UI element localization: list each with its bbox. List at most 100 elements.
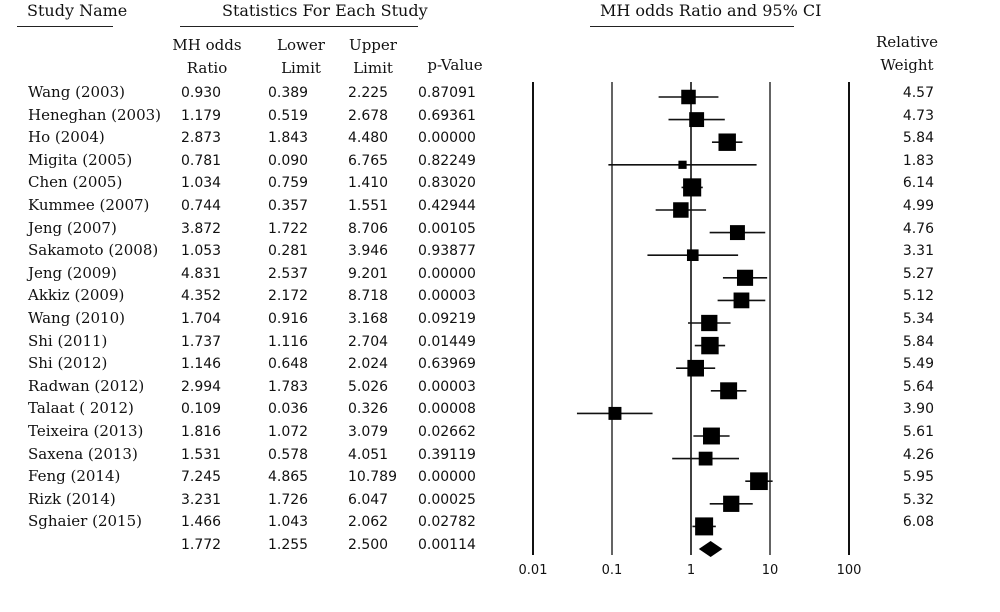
lower-value: 1.722 — [268, 220, 309, 237]
weight-value: 4.57 — [902, 85, 934, 101]
effect-square — [701, 336, 719, 355]
or-value: 2.994 — [181, 378, 222, 395]
upper-value: 8.706 — [348, 220, 389, 237]
effect-square — [723, 495, 740, 512]
effect-square — [608, 406, 622, 420]
lower-value: 4.865 — [268, 469, 309, 486]
effect-square — [683, 178, 702, 197]
weight-value: 6.08 — [902, 514, 934, 531]
upper-value: 2.704 — [348, 333, 389, 350]
upper-value: 8.718 — [348, 288, 389, 305]
upper-value: 3.079 — [348, 424, 389, 440]
weight-value: 4.26 — [902, 446, 934, 463]
study-name: Wang (2003) — [28, 83, 125, 101]
study-name: Teixeira (2013) — [28, 422, 144, 440]
or-value: 1.466 — [181, 514, 222, 531]
upper-header-line2: Limit — [353, 59, 393, 77]
lower-header-line2: Limit — [281, 59, 321, 77]
pooled-lower-value: 1.255 — [268, 537, 309, 553]
p-value: 0.01449 — [418, 333, 476, 350]
p-value: 0.39119 — [418, 446, 476, 463]
weight-value: 6.14 — [902, 175, 934, 192]
effect-square — [687, 359, 704, 377]
study-name: Saxena (2013) — [28, 444, 138, 463]
study-name: Migita (2005) — [28, 150, 133, 169]
or-column-header: MH odds Ratio — [170, 34, 244, 80]
weight-value: 5.27 — [902, 265, 934, 282]
weight-value: 1.83 — [902, 152, 934, 169]
weight-value: 4.99 — [902, 198, 934, 214]
or-value: 1.034 — [181, 175, 222, 192]
study-name: Talaat ( 2012) — [28, 399, 134, 418]
p-value-column-header: p-Value — [427, 56, 483, 74]
study-name: Ho (2004) — [28, 128, 105, 147]
study-name: Jeng (2009) — [28, 263, 117, 282]
effect-square — [698, 451, 713, 466]
forest-tick-labels: 0.01 0.1 1 10 100 — [519, 563, 862, 578]
or-value: 0.930 — [181, 85, 222, 101]
forest-marks — [576, 89, 773, 557]
upper-value: 6.765 — [348, 152, 389, 169]
lower-value: 0.759 — [268, 175, 309, 192]
weight-header-line2: Weight — [880, 56, 934, 74]
upper-value: 2.024 — [348, 356, 389, 373]
p-value: 0.42944 — [418, 198, 476, 214]
upper-value: 5.026 — [348, 378, 389, 395]
p-value: 0.63969 — [418, 356, 476, 373]
lower-value: 1.043 — [268, 514, 309, 531]
study-name: Shi (2012) — [28, 354, 108, 373]
p-value: 0.00003 — [418, 288, 476, 305]
forest-axes — [532, 82, 850, 555]
study-name: Sakamoto (2008) — [28, 241, 159, 260]
weight-value: 4.76 — [902, 220, 934, 237]
or-value: 3.231 — [181, 491, 222, 508]
or-value: 2.873 — [181, 130, 222, 147]
study-name: Akkiz (2009) — [28, 286, 125, 305]
p-value: 0.02662 — [418, 424, 476, 440]
upper-value: 4.051 — [348, 446, 389, 463]
weight-value: 5.49 — [902, 356, 934, 373]
upper-value: 3.168 — [348, 311, 389, 327]
upper-value: 6.047 — [348, 491, 389, 508]
study-name: Sghaier (2015) — [28, 512, 142, 531]
study-name: Feng (2014) — [28, 467, 121, 486]
upper-column-header: Upper Limit — [340, 34, 406, 80]
tick-label-100: 100 — [837, 563, 862, 578]
or-value: 0.744 — [181, 198, 222, 214]
upper-value: 3.946 — [348, 243, 389, 260]
or-value: 1.737 — [181, 333, 222, 350]
p-value: 0.00105 — [418, 220, 476, 237]
weight-value: 5.84 — [902, 333, 934, 350]
effect-square — [701, 314, 718, 332]
upper-value: 2.225 — [348, 85, 389, 101]
effect-square — [689, 112, 705, 128]
lower-value: 1.726 — [268, 491, 309, 508]
weight-value: 3.90 — [902, 401, 934, 418]
effect-square — [673, 202, 689, 218]
effect-square — [736, 269, 754, 286]
study-name-underline — [17, 26, 113, 27]
weight-value: 5.84 — [902, 130, 934, 147]
study-name: Jeng (2007) — [28, 218, 117, 237]
upper-value: 10.789 — [348, 469, 397, 486]
effect-square — [686, 249, 699, 262]
upper-value: 1.410 — [348, 175, 389, 192]
upper-value: 4.480 — [348, 130, 389, 147]
tick-label-1: 1 — [687, 563, 695, 578]
or-value: 0.109 — [181, 401, 222, 418]
study-name: Chen (2005) — [28, 173, 123, 192]
or-value: 7.245 — [181, 469, 222, 486]
weight-value: 5.64 — [902, 378, 934, 395]
lower-value: 0.916 — [268, 311, 309, 327]
effect-square — [718, 133, 736, 151]
pooled-upper-value: 2.500 — [348, 537, 389, 553]
weight-column-header: Relative Weight — [862, 31, 952, 77]
p-value: 0.00025 — [418, 491, 476, 508]
or-value: 1.179 — [181, 107, 222, 124]
study-name: Wang (2010) — [28, 309, 125, 327]
or-header-line2: Ratio — [186, 59, 228, 77]
effect-square — [750, 472, 768, 491]
pooled-or-value: 1.772 — [181, 537, 222, 553]
study-name-header: Study Name — [27, 1, 128, 20]
